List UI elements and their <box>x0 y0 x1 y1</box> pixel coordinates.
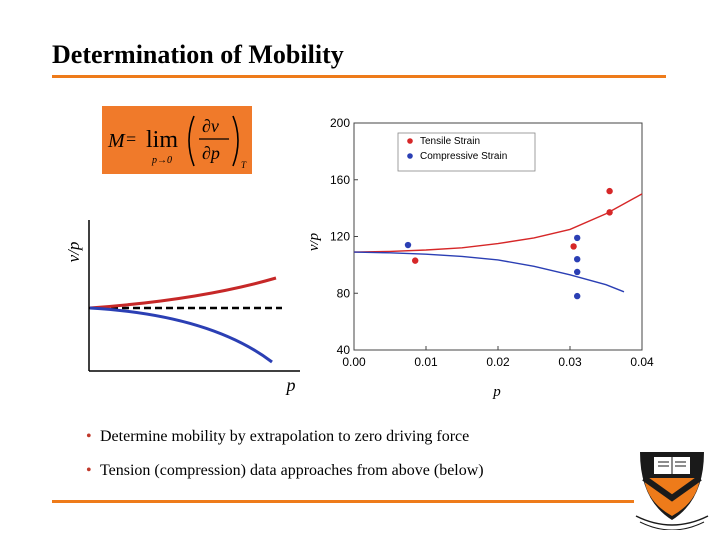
data-point-series-0 <box>606 187 613 195</box>
formula-denominator: ∂p <box>202 143 220 163</box>
series-fit-line-0 <box>353 193 643 253</box>
right-paren-icon <box>232 115 239 167</box>
title-underline <box>52 75 666 78</box>
bullet-item: • Determine mobility by extrapolation to… <box>86 428 484 446</box>
data-point-series-1 <box>574 268 581 276</box>
university-shield-logo <box>635 452 709 530</box>
data-point-series-1 <box>574 234 581 242</box>
x-tick-label: 0.00 <box>342 355 366 369</box>
y-tick-label: 120 <box>330 230 350 244</box>
bullet-item: • Tension (compression) data approaches … <box>86 462 484 480</box>
legend-label: Tensile Strain <box>420 136 480 147</box>
data-point-series-0 <box>606 209 613 216</box>
formula-limit: p→0 <box>151 155 172 166</box>
data-point-series-1 <box>574 256 581 263</box>
x-tick-label: 0.04 <box>630 355 654 369</box>
bullet-dot-icon: • <box>86 462 92 479</box>
mobility-formula: M = lim p→0 ∂v ∂p T <box>102 106 252 174</box>
x-tick-label: 0.01 <box>414 355 438 369</box>
mobility-data-chart: 0.00 0.01 0.02 0.03 0.04 40 80 120 160 200 Tensil… <box>310 116 654 400</box>
legend-marker <box>407 138 413 144</box>
x-tick-label: 0.03 <box>558 355 582 369</box>
chart-y-label: v/p <box>310 232 322 251</box>
formula-lhs: M <box>107 130 126 152</box>
schematic-y-label: v/p <box>64 242 83 263</box>
y-tick-label: 80 <box>337 286 351 300</box>
bullet-dot-icon: • <box>86 428 92 445</box>
left-paren-icon <box>188 115 195 167</box>
data-point-series-1 <box>574 292 581 300</box>
bullet-text: Determine mobility by extrapolation to z… <box>100 428 470 445</box>
data-point-series-0 <box>570 243 577 250</box>
schematic-tension-curve <box>89 276 277 310</box>
legend-marker <box>407 153 413 159</box>
y-tick-label: 200 <box>330 116 350 130</box>
y-tick-label: 160 <box>330 173 350 187</box>
schematic-compression-curve <box>89 306 273 364</box>
schematic-plot: v/p p <box>64 220 300 395</box>
series-fit-line-1 <box>353 251 625 293</box>
chart-x-label: p <box>492 384 501 400</box>
bullet-list: • Determine mobility by extrapolation to… <box>86 428 484 496</box>
formula-lim: lim <box>146 127 178 153</box>
footer-rule <box>52 500 634 503</box>
y-tick-label: 40 <box>337 343 351 357</box>
legend-label: Compressive Strain <box>420 151 507 162</box>
formula-equals: = <box>126 129 136 149</box>
legend-box <box>397 132 536 172</box>
x-tick-label: 0.02 <box>486 355 510 369</box>
formula-subscript: T <box>241 160 247 170</box>
data-point-series-0 <box>412 257 419 264</box>
bullet-text: Tension (compression) data approaches fr… <box>100 462 484 479</box>
slide-title: Determination of Mobility <box>52 40 344 69</box>
data-point-series-1 <box>404 241 412 249</box>
formula-numerator: ∂v <box>202 116 219 136</box>
schematic-x-label: p <box>285 375 296 395</box>
